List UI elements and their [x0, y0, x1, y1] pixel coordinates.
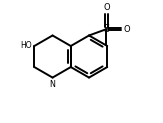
- Text: HO: HO: [20, 41, 31, 51]
- Text: N: N: [50, 80, 55, 89]
- Text: O: O: [124, 25, 130, 34]
- Text: O: O: [103, 3, 110, 12]
- Text: S: S: [103, 24, 110, 34]
